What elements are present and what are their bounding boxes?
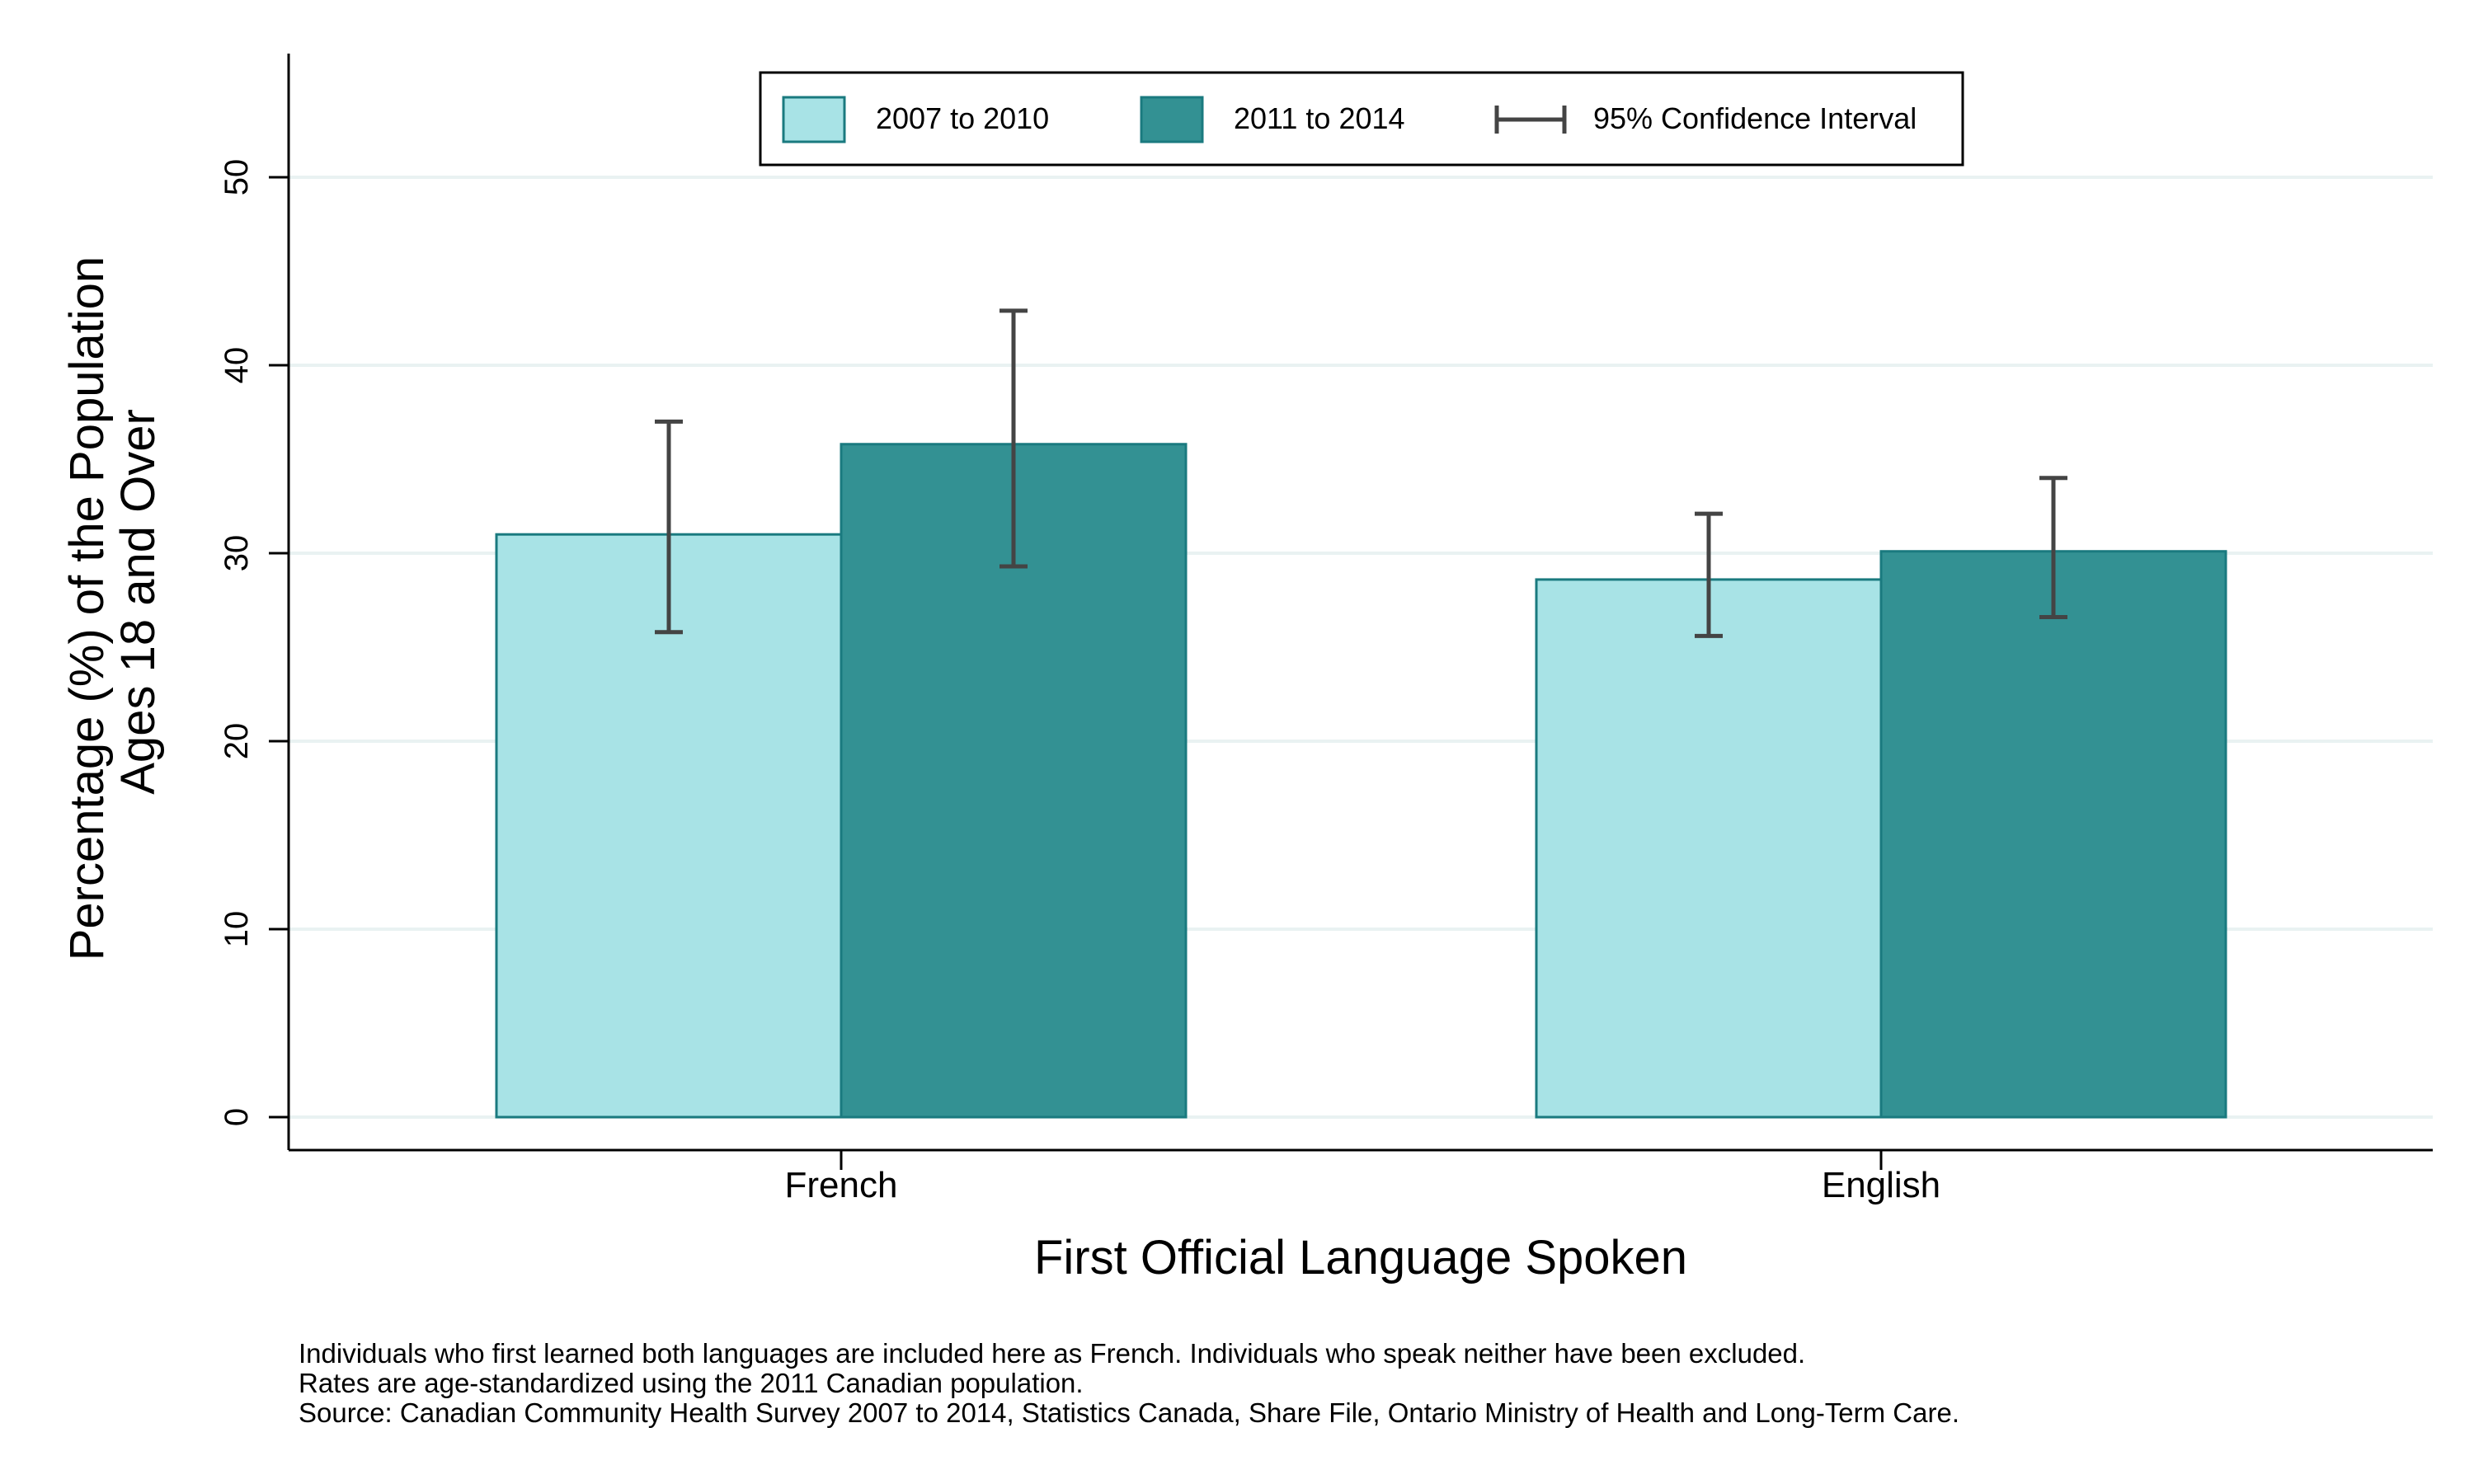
footnote-1: Individuals who first learned both langu…: [299, 1338, 1806, 1369]
y-tick-label: 0: [219, 1108, 255, 1126]
legend-swatch-series-2: [1140, 96, 1204, 143]
y-axis-title: Percentage (%) of the Population Ages 18…: [60, 243, 165, 961]
legend-box: [759, 71, 1964, 167]
y-tick-label: 30: [219, 535, 255, 572]
x-tick-label: French: [785, 1165, 898, 1205]
bar-chart: 0 10 20 30 40 50 French English First Official…: [60, 54, 2433, 1284]
legend-swatch-series-1: [782, 96, 846, 143]
legend-label-series-2: 2011 to 2014: [1234, 101, 1405, 135]
y-ticks: 0 10 20 30 40 50: [219, 159, 289, 1126]
x-ticks: French English: [785, 1150, 1940, 1205]
y-tick-label: 20: [219, 723, 255, 760]
footnote-2: Rates are age-standardized using the 201…: [299, 1368, 1084, 1398]
legend-label-ci: 95% Confidence Interval: [1593, 101, 1917, 135]
footnote-3: Source: Canadian Community Health Survey…: [299, 1397, 1959, 1428]
y-tick-label: 10: [219, 911, 255, 948]
y-axis-title-line2: Ages 18 and Over: [111, 409, 165, 795]
legend: 2007 to 2010 2011 to 2014 95% Confidence…: [759, 71, 1964, 167]
y-axis-title-line1: Percentage (%) of the Population: [60, 256, 114, 960]
bar-2-english: [1879, 550, 2227, 1119]
legend-label-series-1: 2007 to 2010: [876, 101, 1049, 135]
y-tick-label: 50: [219, 159, 255, 196]
confidence-intervals: [655, 308, 2067, 638]
bar-1-english: [1535, 578, 1883, 1119]
x-axis-title: First Official Language Spoken: [1034, 1231, 1687, 1284]
x-tick-label: English: [1822, 1165, 1940, 1205]
y-tick-label: 40: [219, 347, 255, 384]
bars: [495, 443, 2227, 1119]
